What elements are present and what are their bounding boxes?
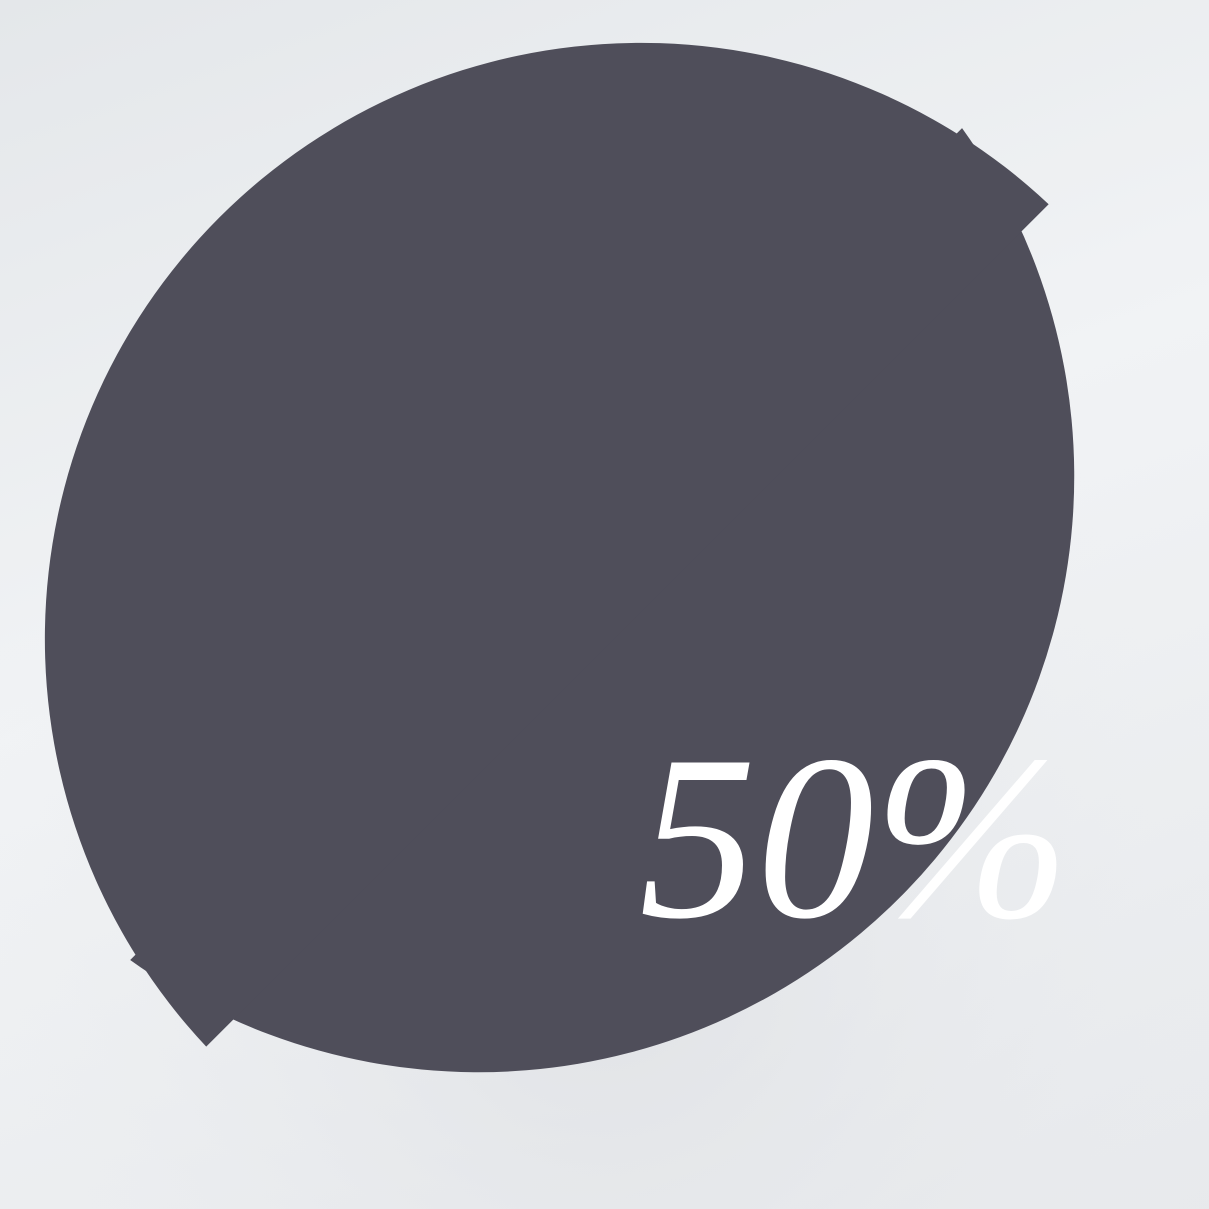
slice-label: 50% — [639, 707, 1070, 967]
pie-slice — [44, 42, 1049, 1047]
